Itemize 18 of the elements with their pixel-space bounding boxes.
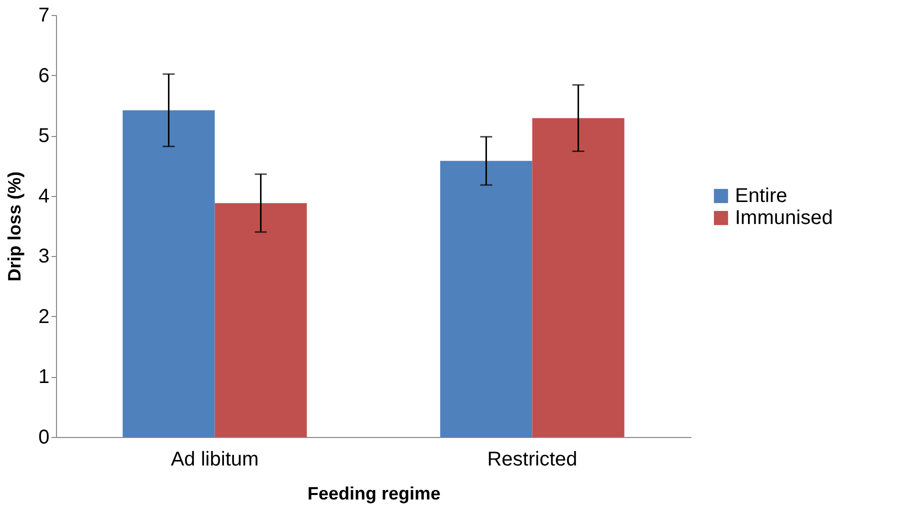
x-axis-title: Feeding regime (307, 484, 441, 504)
y-tick-label: 3 (38, 246, 50, 268)
bar (122, 110, 215, 437)
y-tick-label: 4 (38, 185, 50, 208)
bar (532, 118, 624, 437)
y-tick-label: 6 (38, 64, 50, 87)
legend-label: Entire (735, 185, 788, 207)
y-tick-label: 2 (38, 306, 50, 328)
y-tick-label: 5 (38, 125, 50, 148)
y-axis-title: Drip loss (%) (4, 171, 24, 282)
y-tick-label: 7 (38, 4, 50, 26)
legend-label: Immunised (735, 207, 833, 229)
y-tick-label: 1 (38, 366, 50, 388)
x-tick-label: Ad libitum (170, 448, 259, 470)
y-tick-label: 0 (38, 426, 50, 448)
bar (214, 203, 307, 437)
x-tick-label: Restricted (487, 448, 578, 470)
bar (440, 160, 532, 437)
